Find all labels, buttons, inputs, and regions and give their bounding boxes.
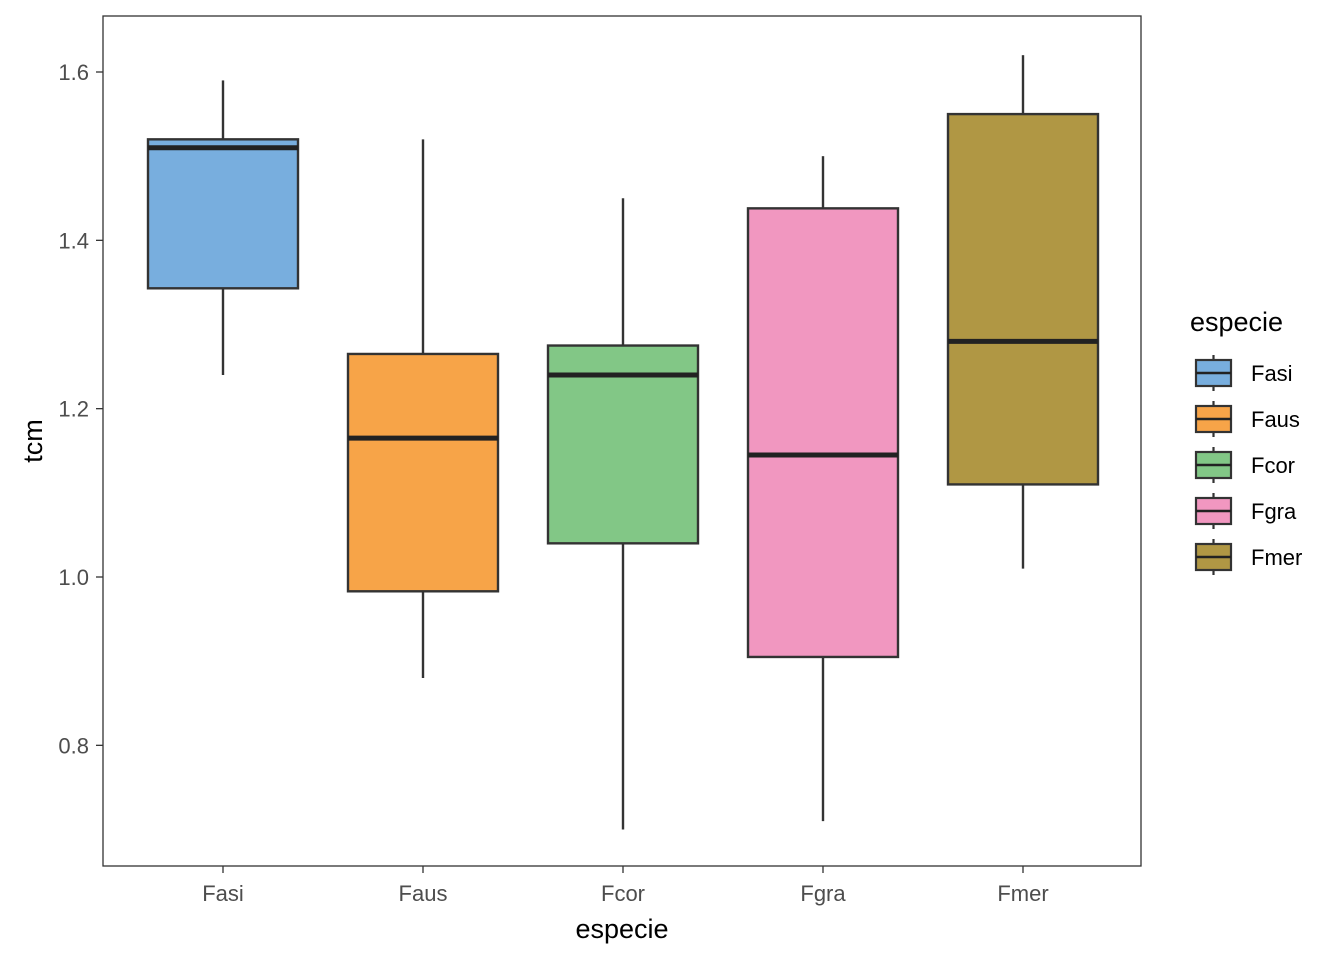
box-fcor	[546, 198, 700, 830]
y-tick-label: 1.6	[58, 60, 89, 85]
x-tick-label: Fmer	[997, 881, 1048, 906]
box-iqr	[746, 207, 900, 659]
y-tick-label: 1.0	[58, 565, 89, 590]
y-tick-label: 0.8	[58, 733, 89, 758]
x-tick-label: Faus	[399, 881, 448, 906]
legend-label: Fgra	[1251, 499, 1297, 524]
box-series	[146, 55, 1100, 830]
legend: especie Fasi Faus Fcor Fgra Fmer	[1190, 307, 1302, 575]
legend-items: Fasi Faus Fcor Fgra Fmer	[1194, 355, 1302, 575]
box-iqr	[546, 344, 700, 545]
y-axis-title: tcm	[18, 419, 48, 463]
legend-label: Fcor	[1251, 453, 1295, 478]
x-tick-label: Fcor	[601, 881, 645, 906]
legend-item-fmer: Fmer	[1194, 539, 1302, 575]
box-fasi	[146, 80, 300, 375]
legend-label: Fasi	[1251, 361, 1293, 386]
y-tick-label: 1.2	[58, 397, 89, 422]
legend-item-faus: Faus	[1194, 401, 1300, 437]
box-iqr	[146, 138, 300, 290]
legend-item-fcor: Fcor	[1194, 447, 1295, 483]
legend-title: especie	[1190, 307, 1283, 337]
y-tick-label: 1.4	[58, 228, 89, 253]
legend-item-fgra: Fgra	[1194, 493, 1297, 529]
x-axis: Fasi Faus Fcor Fgra Fmer	[202, 866, 1049, 906]
panel-border	[102, 15, 1142, 867]
plot-panel	[102, 15, 1142, 867]
x-axis-title: especie	[575, 914, 668, 944]
box-iqr	[946, 112, 1100, 486]
box-fmer	[946, 55, 1100, 569]
box-fgra	[746, 156, 900, 822]
y-axis: 0.8 1.0 1.2 1.4 1.6	[58, 60, 103, 758]
box-iqr	[346, 352, 500, 593]
x-tick-label: Fgra	[800, 881, 846, 906]
legend-item-fasi: Fasi	[1194, 355, 1293, 391]
x-tick-label: Fasi	[202, 881, 244, 906]
legend-label: Faus	[1251, 407, 1300, 432]
box-faus	[346, 139, 500, 678]
legend-label: Fmer	[1251, 545, 1302, 570]
